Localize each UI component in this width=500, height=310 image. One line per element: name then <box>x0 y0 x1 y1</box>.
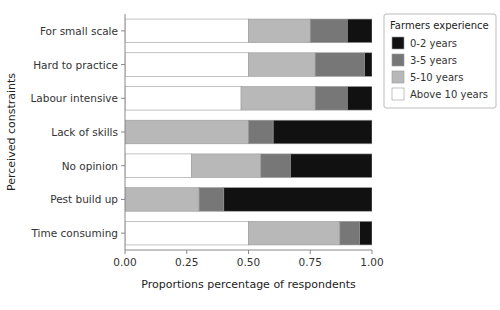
x-tick <box>248 250 249 254</box>
bar <box>199 188 224 212</box>
y-tick <box>121 64 125 65</box>
legend-entry: 3-5 years <box>410 55 457 66</box>
x-tick <box>372 250 373 254</box>
x-tick-label: 0.25 <box>175 256 198 268</box>
y-tick <box>121 165 125 166</box>
legend-swatch <box>392 54 404 66</box>
x-tick <box>125 250 126 254</box>
legend-swatch <box>392 37 404 49</box>
bar <box>273 120 372 144</box>
bars <box>125 19 372 245</box>
legend-box <box>384 14 496 108</box>
y-tick <box>121 132 125 133</box>
y-tick <box>121 98 125 99</box>
bar <box>315 53 364 77</box>
y-tick <box>121 199 125 200</box>
bar <box>224 188 372 212</box>
bar <box>290 154 372 178</box>
bar <box>125 86 241 110</box>
x-tick-label: 0.00 <box>113 256 136 268</box>
x-tick <box>310 250 311 254</box>
bar <box>125 221 249 245</box>
bar <box>192 154 261 178</box>
bar <box>347 19 372 43</box>
bar <box>310 19 347 43</box>
bar <box>125 53 249 77</box>
legend-entry: 0-2 years <box>410 38 457 49</box>
y-axis-label: Perceived constraints <box>5 73 18 191</box>
bar <box>125 154 192 178</box>
legend-swatch <box>392 88 404 100</box>
bar <box>261 154 291 178</box>
category-label: Time consuming <box>31 227 118 239</box>
bar <box>125 19 249 43</box>
bar <box>249 53 316 77</box>
bar <box>340 221 360 245</box>
bar <box>249 221 340 245</box>
legend-entry: 5-10 years <box>410 72 463 83</box>
category-label: Lack of skills <box>51 126 118 138</box>
category-label: Hard to practice <box>33 59 118 71</box>
bar <box>315 86 347 110</box>
bar <box>249 120 274 144</box>
category-label: For small scale <box>40 25 118 37</box>
x-axis-label: Proportions percentage of respondents <box>141 278 356 291</box>
legend-entry: Above 10 years <box>410 89 488 100</box>
bar <box>125 188 199 212</box>
x-tick-label: 1.00 <box>360 256 383 268</box>
x-tick-label: 0.75 <box>299 256 322 268</box>
bar <box>125 120 249 144</box>
x-tick <box>186 250 187 254</box>
legend: Farmers experience 0-2 years 3-5 years 5-10… <box>384 14 496 108</box>
bar <box>365 53 372 77</box>
bar <box>241 86 315 110</box>
bar <box>249 19 311 43</box>
legend-title: Farmers experience <box>390 20 489 31</box>
chart: 0.00 0.25 0.50 0.75 1.00 Time consuming Pest b… <box>0 0 500 310</box>
x-tick-label: 0.50 <box>237 256 260 268</box>
y-tick <box>121 233 125 234</box>
y-tick <box>121 30 125 31</box>
category-label: Labour intensive <box>30 92 118 104</box>
category-label: Pest build up <box>50 193 118 205</box>
bar <box>360 221 372 245</box>
legend-swatch <box>392 71 404 83</box>
category-label: No opinion <box>62 160 118 172</box>
bar <box>347 86 372 110</box>
